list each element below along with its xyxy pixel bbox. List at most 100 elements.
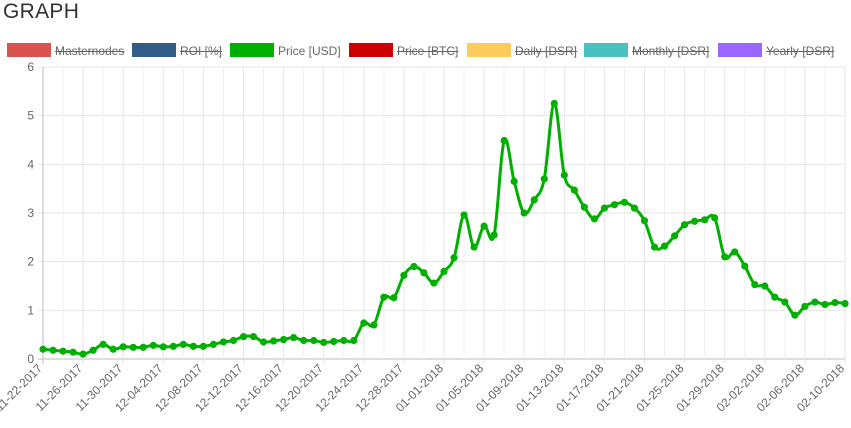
data-point (781, 298, 789, 306)
data-point (159, 343, 167, 351)
data-point (580, 203, 588, 211)
legend-swatch (230, 43, 274, 57)
data-point (610, 201, 619, 209)
data-point (149, 341, 157, 349)
data-point (89, 346, 97, 354)
data-point (179, 340, 187, 348)
data-point (380, 293, 388, 301)
data-point (600, 204, 609, 212)
legend-label: Yearly [DSR] (766, 44, 835, 58)
data-point (330, 337, 338, 346)
data-point (691, 217, 699, 225)
data-point (189, 342, 197, 350)
data-point (550, 99, 558, 108)
data-point (99, 340, 107, 348)
y-tick-label: 5 (27, 109, 34, 123)
data-point (630, 204, 639, 212)
data-point (69, 348, 77, 356)
data-point (620, 198, 629, 206)
legend-swatch (467, 43, 511, 57)
data-point (340, 336, 348, 345)
data-point (721, 253, 729, 261)
y-tick-label: 3 (27, 206, 34, 220)
data-point (670, 232, 679, 240)
y-tick-label: 6 (27, 60, 34, 74)
data-point (741, 262, 749, 270)
data-point (280, 335, 288, 344)
data-point (360, 319, 368, 327)
data-point (129, 343, 137, 351)
data-point (59, 347, 67, 355)
data-point (370, 321, 378, 329)
data-point (681, 221, 689, 229)
data-point (811, 298, 819, 306)
data-point (249, 333, 258, 341)
data-point (39, 345, 47, 353)
y-tick-label: 2 (27, 255, 34, 269)
legend-swatch (584, 43, 628, 57)
data-point (520, 209, 528, 217)
data-point (420, 269, 428, 277)
data-point (320, 338, 328, 347)
data-point (540, 175, 548, 183)
data-point (219, 338, 228, 346)
legend-swatch (718, 43, 762, 57)
data-point (751, 280, 759, 289)
data-point (570, 186, 578, 194)
legend-label: ROI [%] (180, 44, 223, 58)
data-point (199, 342, 207, 350)
data-point (79, 350, 87, 358)
data-point (530, 196, 538, 204)
data-point (500, 136, 508, 145)
legend-swatch (349, 43, 393, 57)
legend-swatch (132, 43, 176, 57)
page-title: GRAPH (3, 0, 80, 23)
data-point (300, 336, 308, 345)
data-point (410, 262, 418, 271)
data-point (821, 300, 829, 309)
data-point (711, 214, 719, 222)
data-point (660, 242, 669, 250)
data-point (560, 171, 568, 179)
data-point (440, 267, 448, 275)
legend-label: Price [BTC] (397, 44, 459, 58)
legend-label: Daily [DSR] (515, 44, 578, 58)
legend-label: Masternodes (55, 44, 125, 58)
data-point (310, 336, 318, 345)
data-point (510, 177, 518, 185)
data-point (831, 298, 839, 307)
data-point (640, 217, 649, 225)
data-point (269, 337, 278, 345)
y-tick-label: 4 (27, 157, 34, 171)
data-point (169, 342, 177, 350)
data-point (761, 282, 769, 290)
data-point (290, 333, 298, 342)
y-tick-label: 0 (27, 352, 34, 366)
data-point (801, 302, 809, 311)
legend-label: Monthly [DSR] (632, 44, 710, 58)
chart-legend: Masternodes ROI [%] Price [USD] Price [BTC]… (0, 40, 851, 62)
legend-swatch (7, 43, 51, 57)
data-point (590, 215, 598, 223)
data-point (259, 338, 268, 346)
data-point (470, 243, 478, 251)
data-point (841, 299, 849, 308)
data-point (209, 340, 218, 348)
data-point (400, 271, 408, 279)
data-point (771, 293, 779, 301)
data-point (650, 243, 659, 251)
y-tick-label: 1 (27, 303, 34, 317)
data-point (731, 248, 739, 256)
data-point (490, 231, 498, 239)
data-point (109, 345, 117, 353)
data-point (139, 343, 147, 351)
data-point (480, 222, 488, 230)
data-point (350, 336, 358, 345)
data-point (430, 279, 438, 287)
data-point (450, 254, 458, 262)
data-point (460, 211, 468, 219)
data-point (701, 216, 709, 224)
data-point (239, 333, 248, 341)
data-point (49, 346, 57, 354)
